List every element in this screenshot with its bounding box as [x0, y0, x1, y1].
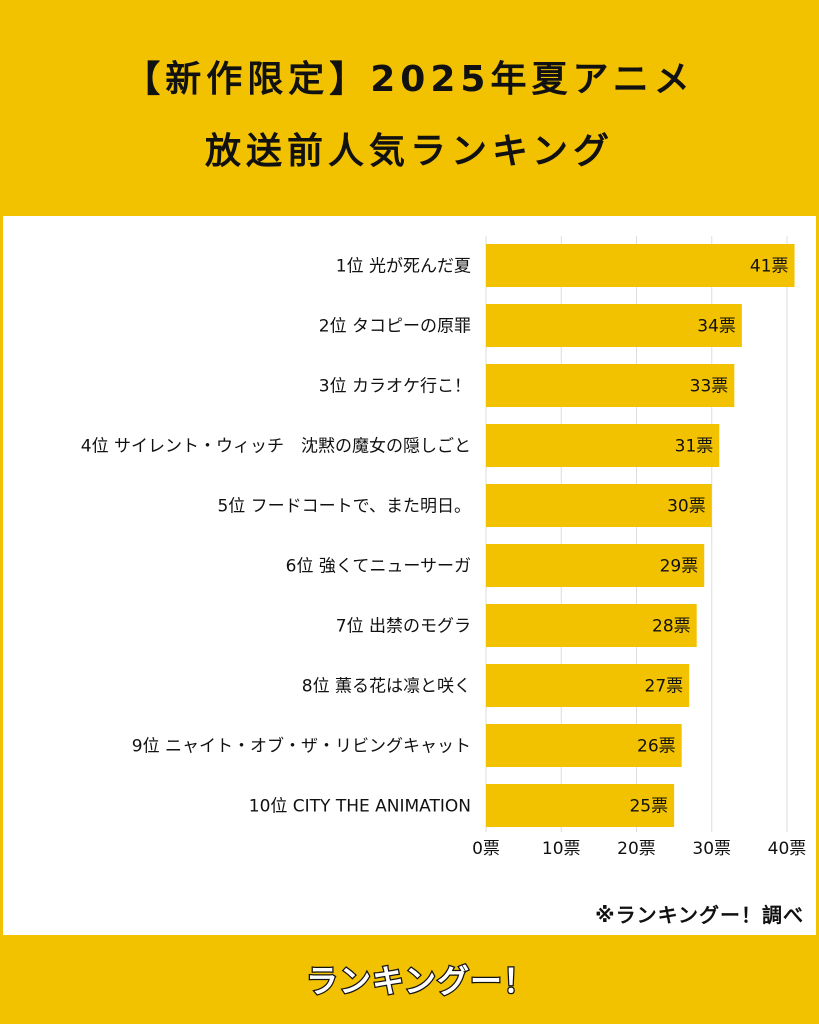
value-label: 29票 — [660, 557, 699, 577]
chart-panel: 1位 光が死んだ夏 41票 2位 タコピーの原罪 34票 3位 カラオケ行こ！ 33票 4位… — [3, 216, 816, 935]
category-label: 5位 フードコートで、また明日。 — [217, 497, 471, 517]
category-label: 3位 カラオケ行こ！ — [319, 377, 471, 397]
x-tick-label: 40票 — [768, 839, 807, 859]
value-label: 34票 — [697, 317, 736, 337]
value-label: 30票 — [667, 497, 706, 517]
bar — [486, 544, 705, 587]
x-tick-label: 30票 — [692, 839, 731, 859]
bar — [486, 604, 697, 647]
bar — [486, 304, 742, 347]
bar — [486, 364, 735, 407]
bar — [486, 244, 795, 287]
category-label: 8位 薫る花は凛と咲く — [302, 677, 471, 697]
bar — [486, 664, 690, 707]
header: 【新作限定】2025年夏アニメ 放送前人気ランキング — [0, 0, 819, 216]
ranking-logo: ランキングー！ — [305, 961, 528, 1002]
bar — [486, 424, 720, 467]
value-label: 41票 — [750, 257, 789, 277]
bar — [486, 784, 675, 827]
x-tick-label: 10票 — [542, 839, 581, 859]
category-label: 6位 強くてニューサーガ — [286, 557, 471, 577]
source-note: ※ランキングー！調べ — [595, 903, 804, 927]
x-tick-label: 0票 — [472, 839, 500, 859]
logo-text: ランキングー！ — [306, 962, 528, 1000]
value-label: 33票 — [690, 377, 729, 397]
category-label: 4位 サイレント・ウィッチ 沈黙の魔女の隠しごと — [81, 437, 471, 457]
value-label: 25票 — [629, 797, 668, 817]
category-label: 10位 CITY THE ANIMATION — [249, 797, 471, 817]
title-line-1: 【新作限定】2025年夏アニメ — [124, 59, 695, 100]
category-label: 1位 光が死んだ夏 — [336, 257, 471, 277]
value-label: 27票 — [645, 677, 684, 697]
bar — [486, 724, 682, 767]
category-label: 9位 ニャイト・オブ・ザ・リビングキャット — [132, 736, 471, 757]
value-label: 31票 — [675, 437, 714, 457]
category-label: 7位 出禁のモグラ — [336, 617, 471, 637]
bar-chart: 1位 光が死んだ夏 41票 2位 タコピーの原罪 34票 3位 カラオケ行こ！ 33票 4位… — [81, 236, 807, 859]
x-tick-label: 20票 — [617, 839, 656, 859]
category-label: 2位 タコピーの原罪 — [319, 317, 471, 337]
value-label: 28票 — [652, 617, 691, 637]
bar — [486, 484, 712, 527]
title-line-2: 放送前人気ランキング — [205, 131, 614, 172]
value-label: 26票 — [637, 737, 676, 757]
